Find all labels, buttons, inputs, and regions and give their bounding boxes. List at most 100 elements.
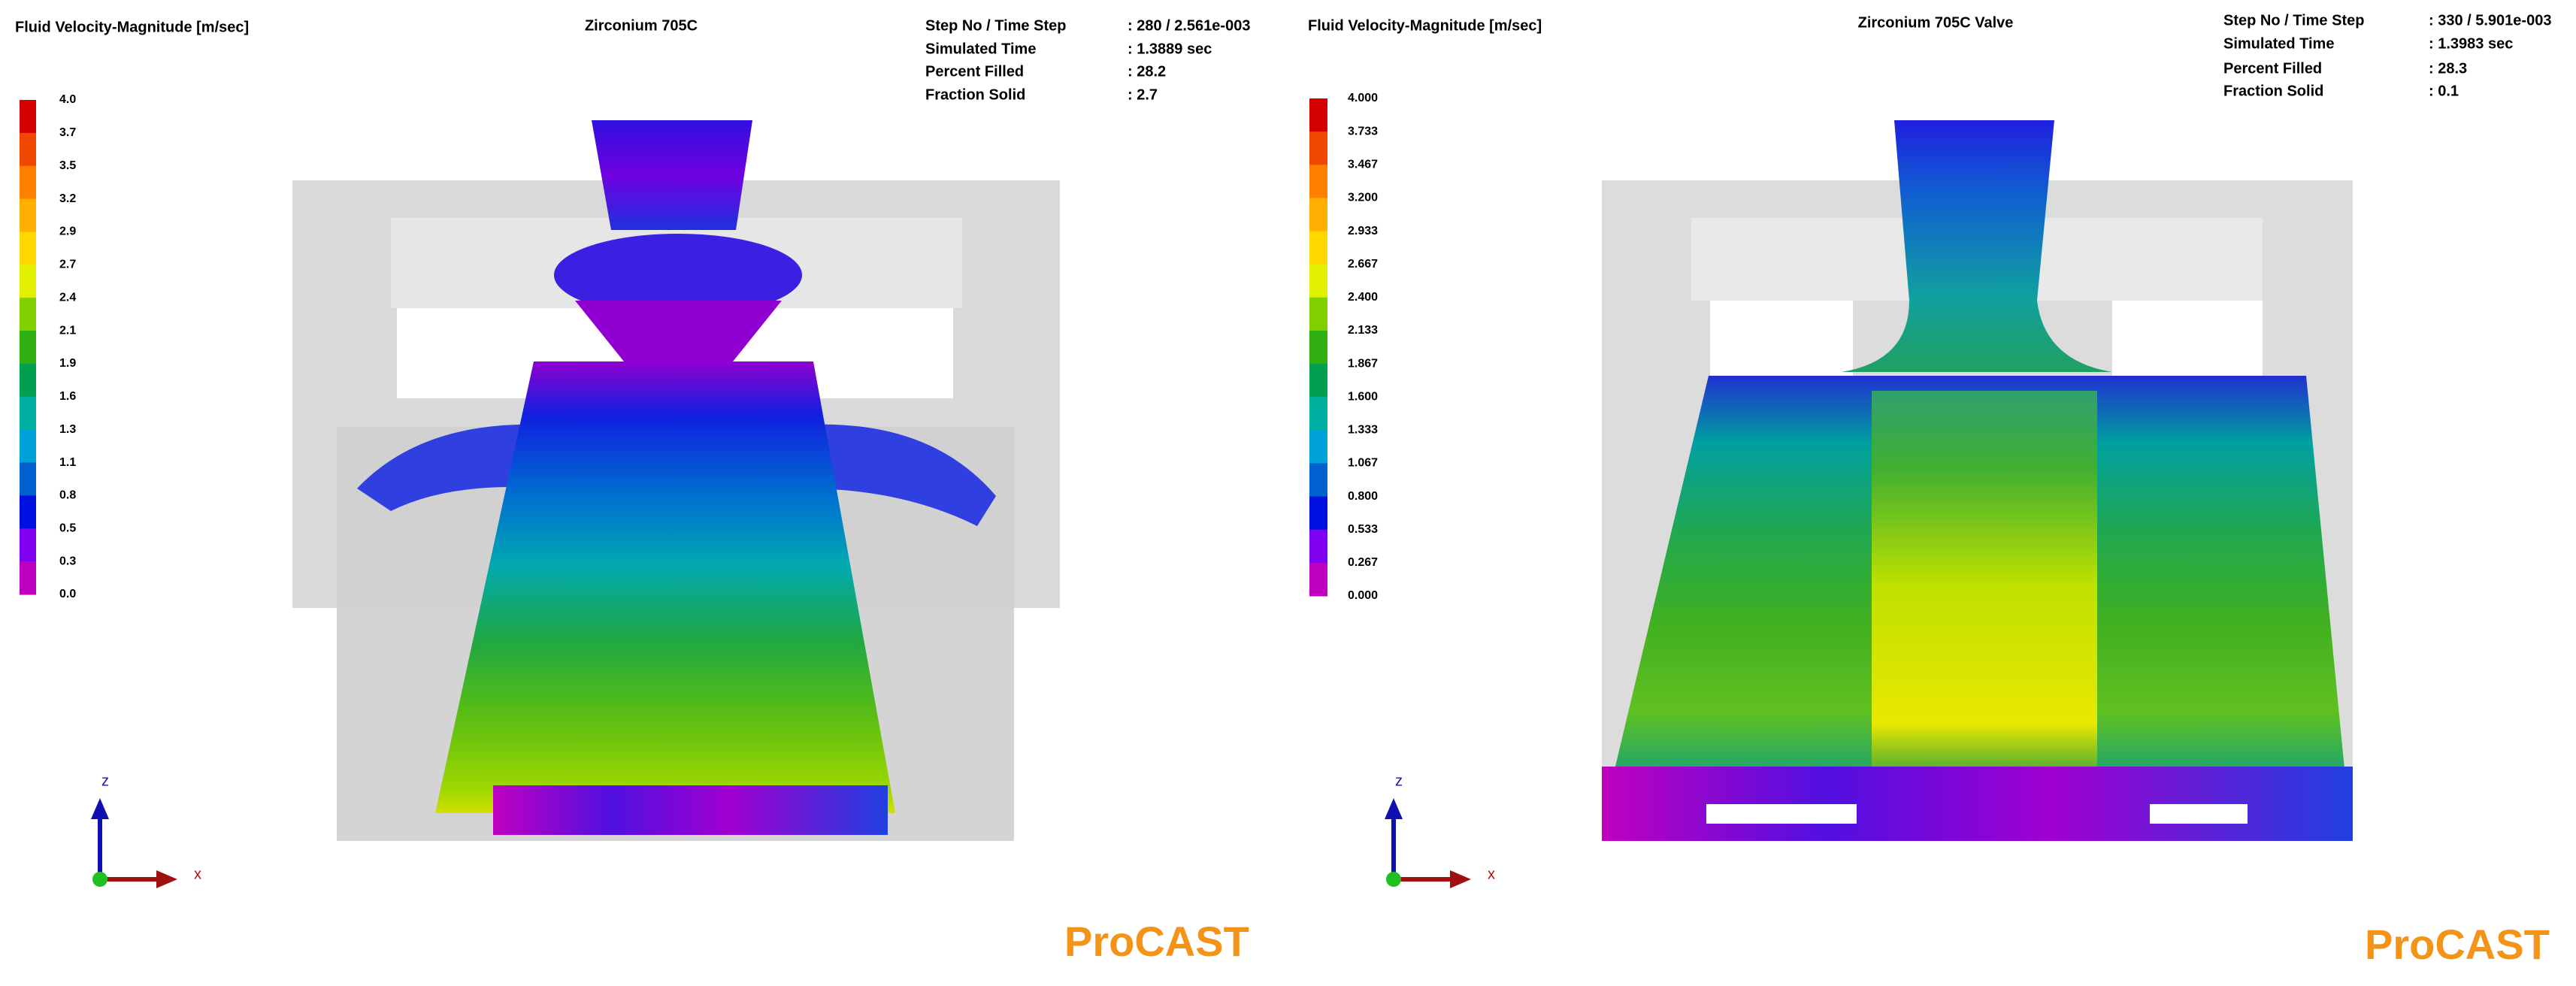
- axis-x-label: x: [1488, 866, 1495, 882]
- colorbar-segment: [20, 528, 36, 562]
- cup: [554, 234, 802, 316]
- axis-z-head: [1385, 798, 1403, 819]
- sprue: [1842, 120, 2112, 372]
- bottom-band: [493, 785, 888, 835]
- brand: ProCAST: [1064, 918, 1249, 965]
- info-label: Step No / Time Step: [2223, 12, 2364, 29]
- scale-label: 2.933: [1348, 225, 1378, 237]
- info-value: : 330 / 5.901e-003: [2429, 12, 2551, 29]
- scale-label: 2.667: [1348, 258, 1378, 271]
- colorbar-segment: [1309, 397, 1327, 431]
- brand: ProCAST: [2365, 921, 2550, 968]
- colorbar-segment: [1309, 231, 1327, 265]
- scale-label: 3.467: [1348, 158, 1378, 171]
- info-label: Fraction Solid: [2223, 83, 2323, 99]
- colorbar-segment: [1309, 198, 1327, 232]
- scale-label: 0.3: [59, 555, 76, 567]
- info-value: : 2.7: [1128, 86, 1158, 103]
- colorbar-segment: [20, 331, 36, 364]
- colorbar-segment: [1309, 529, 1327, 564]
- colorbar-segment: [20, 363, 36, 398]
- colorbar-segment: [1309, 430, 1327, 464]
- scale-label: 4.0: [59, 93, 76, 106]
- info-value: : 28.2: [1128, 63, 1166, 80]
- info-value: : 1.3983 sec: [2429, 35, 2513, 52]
- body: [435, 361, 895, 813]
- colorbar-segment: [1309, 463, 1327, 498]
- scale-label: 0.000: [1348, 589, 1378, 602]
- scale-label: 0.5: [59, 522, 76, 534]
- colorbar-segment: [1309, 165, 1327, 198]
- info-value: : 280 / 2.561e-003: [1128, 17, 1250, 34]
- wing-right: [804, 424, 996, 526]
- colorbar-segment: [20, 298, 36, 331]
- scale-label: 3.733: [1348, 125, 1378, 138]
- scale-label: 1.067: [1348, 457, 1378, 470]
- colorbar-segment: [1309, 562, 1327, 597]
- colorbar-segment: [20, 198, 36, 232]
- colorbar-segment: [20, 231, 36, 265]
- colorbar-segment: [20, 100, 36, 134]
- scale-label: 1.9: [59, 357, 76, 370]
- mold-slot: [2150, 804, 2248, 824]
- colorbar-segment: [1309, 297, 1327, 331]
- axis-z-label: z: [101, 773, 109, 789]
- scale-label: 3.7: [59, 126, 76, 139]
- scale-label: 1.3: [59, 423, 76, 436]
- casting-right: [1602, 120, 2353, 841]
- scale-label: 0.533: [1348, 523, 1378, 536]
- colorbar-segment: [20, 265, 36, 298]
- bottom-band: [1602, 767, 2353, 841]
- panel: Fluid Velocity-Magnitude [m/sec] Zirconiu…: [1308, 12, 2551, 968]
- colorbar-segment: [1309, 132, 1327, 165]
- info-label: Simulated Time: [2223, 35, 2334, 52]
- column: [1872, 391, 2097, 782]
- panel: Fluid Velocity-Magnitude [m/sec] Zirconiu…: [15, 17, 1250, 965]
- info-value: : 28.3: [2429, 60, 2467, 77]
- scale-label: 3.200: [1348, 192, 1378, 204]
- scale-label: 1.1: [59, 456, 76, 469]
- title: Zirconium 705C Valve: [1858, 14, 2014, 31]
- neck: [575, 301, 782, 361]
- colorbar-segment: [1309, 330, 1327, 364]
- axis-x-head: [156, 870, 177, 888]
- scale-label: 0.800: [1348, 490, 1378, 503]
- scale-label: 1.600: [1348, 390, 1378, 403]
- scale-label: 1.333: [1348, 424, 1378, 437]
- colorbar-segment: [20, 429, 36, 464]
- info-label: Simulated Time: [925, 41, 1036, 57]
- casting-left: [292, 120, 1060, 841]
- scale-label: 3.2: [59, 192, 76, 205]
- colorbar-segment: [20, 561, 36, 595]
- axis-x-label: x: [194, 866, 201, 882]
- info-label: Percent Filled: [925, 63, 1024, 80]
- axis-origin: [1386, 872, 1401, 887]
- scale-label: 0.0: [59, 588, 76, 600]
- colorbar-segment: [20, 495, 36, 529]
- scale-label: 3.5: [59, 159, 76, 172]
- info-value: : 0.1: [2429, 83, 2459, 99]
- scale-label: 2.400: [1348, 291, 1378, 304]
- scale-label: 0.267: [1348, 556, 1378, 569]
- axis-z-label: z: [1395, 773, 1403, 789]
- scale-label: 2.7: [59, 259, 76, 271]
- scale-label: 4.000: [1348, 92, 1378, 104]
- scale-label: 1.867: [1348, 357, 1378, 370]
- title: Zirconium 705C: [585, 17, 698, 34]
- scale-label: 2.9: [59, 225, 76, 238]
- legend-title: Fluid Velocity-Magnitude [m/sec]: [1308, 17, 1542, 34]
- colorbar-segment: [1309, 98, 1327, 132]
- scale-label: 2.1: [59, 324, 76, 337]
- colorbar-segment: [20, 165, 36, 200]
- colorbar-segment: [20, 462, 36, 496]
- colorbar-segment: [1309, 364, 1327, 398]
- wing-left: [357, 424, 549, 511]
- scale-label: 2.133: [1348, 324, 1378, 337]
- info-label: Step No / Time Step: [925, 17, 1066, 34]
- colorbar-segment: [1309, 496, 1327, 531]
- axis-z-head: [91, 798, 109, 819]
- mold-slot: [1706, 804, 1857, 824]
- colorbar-segment: [1309, 264, 1327, 298]
